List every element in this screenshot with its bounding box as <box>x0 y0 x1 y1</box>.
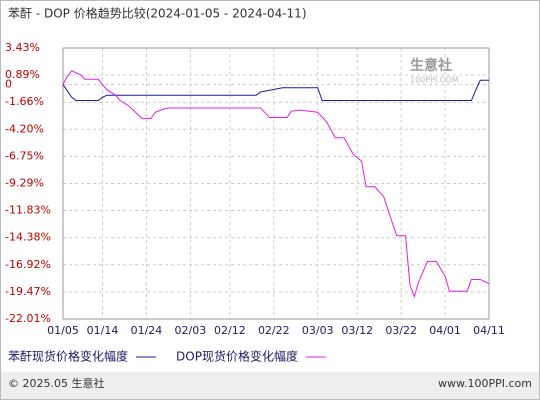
footer-right: www.100PPI.com <box>438 377 532 390</box>
x-tick-label: 03/12 <box>341 324 373 337</box>
y-tick-label: -9.29% <box>5 177 44 190</box>
x-tick-label: 01/14 <box>87 324 119 337</box>
x-tick-label: 01/24 <box>131 324 163 337</box>
y-tick-label: 3.43% <box>5 41 40 54</box>
footer-bar <box>1 372 539 399</box>
y-tick-label: -4.20% <box>5 122 44 135</box>
footer-left: © 2025.05 生意社 <box>8 376 104 390</box>
legend-label: 苯酐现货价格变化幅度 <box>8 349 128 364</box>
watermark-sub: 100PPI.COM <box>410 76 459 85</box>
y-tick-label: -14.38% <box>5 231 51 244</box>
y-tick-label: -19.47% <box>5 285 51 298</box>
series-line <box>62 70 490 299</box>
x-tick-label: 01/05 <box>47 324 79 337</box>
y-tick-label: 0.89% <box>5 68 40 81</box>
plot-frame <box>62 47 490 320</box>
y-tick-label: -22.01% <box>5 312 51 325</box>
x-tick-label: 03/22 <box>385 324 417 337</box>
y-tick-label: -6.75% <box>5 149 44 162</box>
y-tick-label: 0 <box>5 78 12 91</box>
y-tick-label: -16.92% <box>5 258 51 271</box>
x-tick-label: 04/11 <box>473 324 505 337</box>
watermark: 生意社 <box>410 57 452 74</box>
series-line <box>62 79 489 102</box>
y-tick-label: -11.83% <box>5 204 51 217</box>
chart-title: 苯酐 - DOP 价格趋势比较(2024-01-05 - 2024-04-11) <box>8 6 307 21</box>
y-tick-label: -1.66% <box>5 95 44 108</box>
x-tick-label: 02/12 <box>214 324 246 337</box>
x-tick-label: 04/01 <box>429 324 461 337</box>
legend-label: DOP现货价格变化幅度 <box>176 349 298 364</box>
x-tick-label: 03/03 <box>302 324 334 337</box>
x-tick-label: 02/03 <box>175 324 207 337</box>
x-tick-label: 02/22 <box>258 324 290 337</box>
